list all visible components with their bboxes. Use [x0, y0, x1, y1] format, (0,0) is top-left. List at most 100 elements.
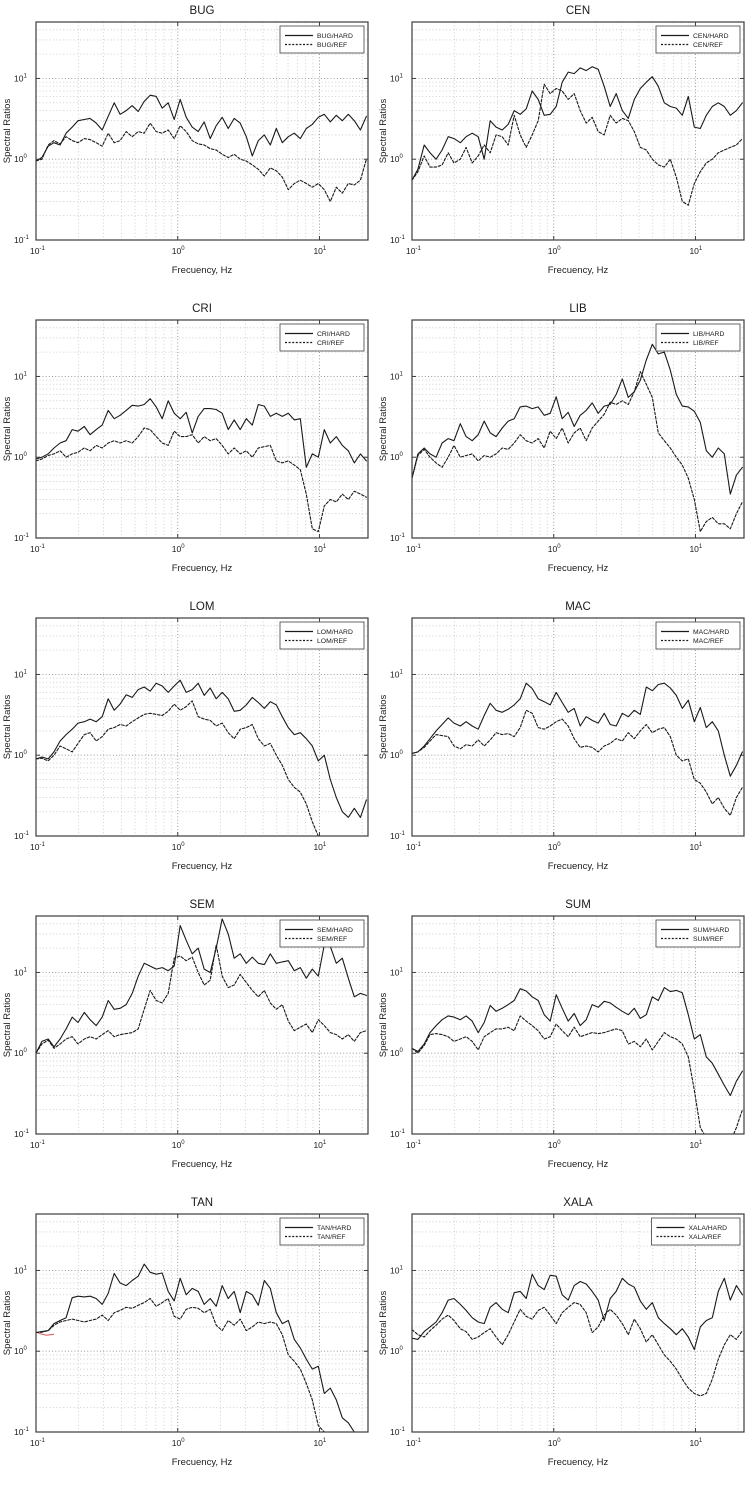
- bug-hard-curve: [36, 94, 367, 162]
- sem-hard-curve: [36, 918, 367, 1054]
- panel-title: SUM: [565, 899, 591, 911]
- legend-entry-label: LOM/REF: [317, 638, 347, 645]
- legend-entry-label: XALA/HARD: [689, 1225, 728, 1232]
- tick-label-x1: 100: [548, 544, 561, 554]
- tick-label-x0: 10-1: [30, 842, 45, 852]
- x-axis-label: Frecuency, Hz: [548, 1457, 609, 1468]
- tick-label-x2: 101: [689, 1140, 702, 1150]
- y-axis-label: Spectral Ratios: [2, 99, 13, 164]
- chart-TAN: 10-1 100 101 10-1 100 101 TAN Frecuency, Hz Spec…: [2, 1197, 369, 1468]
- tick-label-x2: 101: [689, 1438, 702, 1448]
- legend-entry-label: LIB/REF: [693, 340, 719, 347]
- tick-label-x2: 101: [689, 544, 702, 554]
- tick-label-x2: 101: [689, 842, 702, 852]
- red-annotation-mark: [38, 1332, 55, 1336]
- x-axis-label: Frecuency, Hz: [548, 1159, 609, 1170]
- legend-box: [655, 919, 741, 948]
- x-axis-label: Frecuency, Hz: [172, 563, 233, 574]
- legend: CEN/HARD CEN/REF: [655, 25, 741, 54]
- tick-label-y1: 100: [390, 750, 403, 760]
- tick-label-y0: 10-1: [14, 533, 29, 543]
- legend-box: [279, 323, 365, 352]
- x-axis-label: Frecuency, Hz: [548, 861, 609, 872]
- legend-entry-label: SEM/HARD: [317, 927, 353, 934]
- cen-hard-curve: [412, 66, 743, 181]
- axes-frame: [35, 319, 369, 539]
- chart-SEM: 10-1 100 101 10-1 100 101 SEM Frecuency, Hz Spec…: [2, 899, 369, 1170]
- y-axis-label: Spectral Ratios: [378, 993, 389, 1058]
- legend-entry-label: CRI/HARD: [317, 331, 350, 338]
- tick-label-y2: 101: [390, 669, 403, 679]
- y-axis-label: Spectral Ratios: [378, 397, 389, 462]
- panel-title: CEN: [566, 5, 590, 17]
- tan-ref-curve: [36, 1297, 325, 1432]
- tick-label-x1: 100: [548, 842, 561, 852]
- legend-entry-label: CRI/REF: [317, 340, 344, 347]
- y-axis-label: Spectral Ratios: [2, 695, 13, 760]
- tick-label-x0: 10-1: [406, 544, 421, 554]
- legend: LIB/HARD LIB/REF: [655, 323, 741, 352]
- tick-label-y0: 10-1: [390, 235, 405, 245]
- chart-CEN: 10-1 100 101 10-1 100 101 CEN Frecuency, Hz Spec…: [378, 5, 745, 276]
- tick-label-y0: 10-1: [14, 1129, 29, 1139]
- axes-frame: [411, 21, 745, 241]
- tick-label-y0: 10-1: [14, 831, 29, 841]
- x-axis-label: Frecuency, Hz: [172, 861, 233, 872]
- legend-entry-label: MAC/HARD: [693, 629, 729, 636]
- y-axis-label: Spectral Ratios: [378, 695, 389, 760]
- legend: SEM/HARD SEM/REF: [279, 919, 365, 948]
- tick-label-y2: 101: [390, 967, 403, 977]
- tick-label-x0: 10-1: [406, 246, 421, 256]
- tick-label-x1: 100: [172, 1140, 185, 1150]
- legend-entry-label: LIB/HARD: [693, 331, 724, 338]
- cri-hard-curve: [36, 398, 367, 468]
- tick-label-x2: 101: [313, 1438, 326, 1448]
- tick-label-x2: 101: [313, 544, 326, 554]
- tick-label-x2: 101: [313, 842, 326, 852]
- tick-label-y1: 100: [14, 1048, 27, 1058]
- legend-entry-label: BUG/HARD: [317, 33, 353, 40]
- tick-label-y2: 101: [390, 73, 403, 83]
- lom-ref-curve: [36, 700, 319, 836]
- tick-label-x1: 100: [548, 1438, 561, 1448]
- x-axis-label: Frecuency, Hz: [172, 1457, 233, 1468]
- legend-entry-label: CEN/HARD: [693, 33, 729, 40]
- tick-label-x1: 100: [172, 544, 185, 554]
- panel-title: MAC: [565, 601, 591, 613]
- tick-label-y0: 10-1: [390, 831, 405, 841]
- tick-label-x2: 101: [689, 246, 702, 256]
- legend-entry-label: MAC/REF: [693, 638, 724, 645]
- tick-label-y1: 100: [14, 750, 27, 760]
- axes-frame: [411, 319, 745, 539]
- axes-frame: [35, 915, 369, 1135]
- panel-title: SEM: [190, 899, 215, 911]
- x-axis-label: Frecuency, Hz: [548, 563, 609, 574]
- tick-label-y0: 10-1: [14, 235, 29, 245]
- y-axis-label: Spectral Ratios: [2, 397, 13, 462]
- lib-hard-curve: [412, 343, 743, 495]
- mac-hard-curve: [412, 682, 743, 777]
- chart-LOM: 10-1 100 101 10-1 100 101 LOM Frecuency, Hz Spec…: [2, 601, 369, 872]
- sem-ref-curve: [36, 944, 367, 1054]
- sum-hard-curve: [412, 987, 743, 1097]
- tick-label-y1: 100: [14, 1346, 27, 1356]
- tick-label-y1: 100: [390, 452, 403, 462]
- panel-TAN: 10-1 100 101 10-1 100 101 TAN Frecuency, Hz Spec…: [0, 1192, 376, 1490]
- legend-box: [279, 919, 365, 948]
- legend-entry-label: TAN/HARD: [317, 1225, 351, 1232]
- chart-XALA: 10-1 100 101 10-1 100 101 XALA Frecuency, Hz Spe…: [378, 1197, 745, 1468]
- legend-entry-label: SUM/REF: [693, 936, 724, 943]
- panel-BUG: 10-1 100 101 10-1 100 101 BUG Frecuency, Hz Spec…: [0, 0, 376, 298]
- tick-label-y1: 100: [390, 1346, 403, 1356]
- tick-label-x0: 10-1: [30, 246, 45, 256]
- legend-box: [279, 1217, 365, 1246]
- legend: XALA/HARD XALA/REF: [651, 1217, 741, 1246]
- tick-label-y2: 101: [14, 669, 27, 679]
- chart-CRI: 10-1 100 101 10-1 100 101 CRI Frecuency, Hz Spec…: [2, 303, 369, 574]
- sum-ref-curve: [412, 1015, 743, 1134]
- y-axis-label: Spectral Ratios: [2, 993, 13, 1058]
- tick-label-y2: 101: [14, 967, 27, 977]
- chart-BUG: 10-1 100 101 10-1 100 101 BUG Frecuency, Hz Spec…: [2, 5, 369, 276]
- legend-entry-label: XALA/REF: [689, 1234, 722, 1241]
